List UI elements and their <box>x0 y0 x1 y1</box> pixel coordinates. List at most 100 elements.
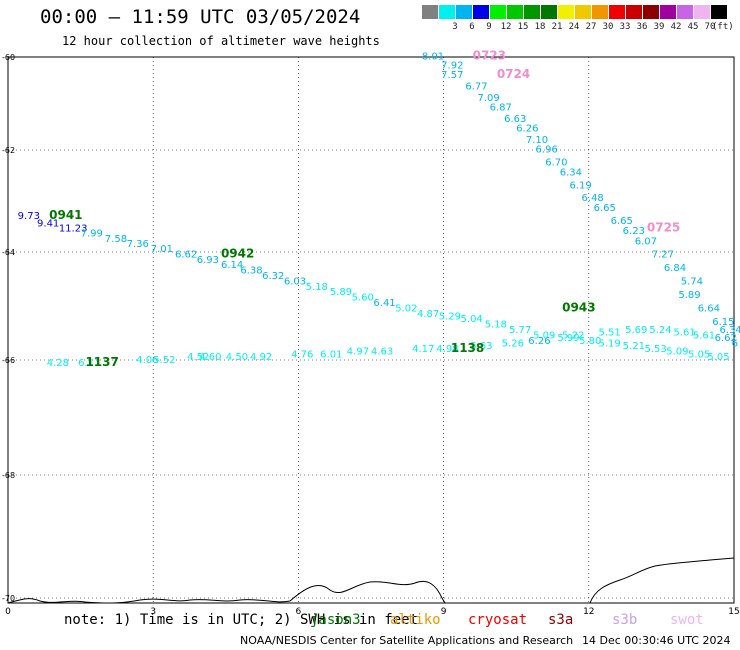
wave-height-value: 5.18 <box>485 320 507 331</box>
legend-swatch <box>558 5 574 19</box>
wave-height-value: 7.09 <box>477 93 499 104</box>
wave-height-value: 5.05 <box>707 352 729 363</box>
wave-height-value: 5.63 <box>470 341 492 352</box>
wave-height-value: 6.48 <box>582 193 604 204</box>
wave-height-value: 7.57 <box>441 70 463 81</box>
wave-height-value: 5.77 <box>509 325 531 336</box>
wave-height-value: 6.32 <box>262 271 284 282</box>
wave-height-value: 5.53 <box>644 344 666 355</box>
wave-height-value: 4.52 <box>187 352 209 363</box>
y-tick-label: -66 <box>2 356 15 365</box>
wave-height-value: 7.92 <box>441 61 463 72</box>
wave-height-value: 5.52 <box>153 355 175 366</box>
wave-height-value: 5.26 <box>502 339 524 350</box>
x-tick-label: 12 <box>583 607 594 617</box>
wave-height-value: 6.26 <box>528 336 550 347</box>
legend-swatch <box>592 5 608 19</box>
legend-label: 30 <box>602 22 614 32</box>
legend-swatch <box>660 5 676 19</box>
legend-swatch <box>422 5 438 19</box>
wave-height-value: 6.84 <box>664 263 686 274</box>
track-1137: 4.28 6.11 4.065.52 4.524.60 4.50 4.92 4.76 6.01… <box>47 325 737 369</box>
wave-height-value: 5.99 <box>557 333 579 344</box>
wave-height-value: 6 <box>732 339 738 350</box>
legend-swatch <box>694 5 710 19</box>
wave-height-value: 6.23 <box>623 226 645 237</box>
wave-height-value: 7.36 <box>127 239 149 250</box>
wave-height-value: 8.01 <box>422 51 444 62</box>
pass-time-label: 1138 <box>451 341 484 355</box>
wave-height-value: 6.34 <box>560 168 582 179</box>
pass-time-label: 0725 <box>647 221 680 235</box>
satellite-name: cryosat <box>468 612 528 628</box>
wave-height-value: 11.23 <box>59 224 88 235</box>
wave-height-value: 6.65 <box>594 203 616 214</box>
wave-height-value: 5.04 <box>461 314 483 325</box>
wave-height-value: 4.92 <box>250 352 272 363</box>
y-tick-label: -64 <box>2 248 15 257</box>
wave-height-value: 4.60 <box>199 352 221 363</box>
x-tick-label: 15 <box>728 607 739 617</box>
wave-height-value: 6.64 <box>698 303 720 314</box>
legend-label: 9 <box>486 22 492 32</box>
satellite-name: s3a <box>548 612 574 628</box>
wave-height-value: 6.41 <box>373 298 395 309</box>
coastline <box>7 557 735 604</box>
satellite-name: jason3 <box>310 612 361 628</box>
wave-height-value: 5.51 <box>598 328 620 339</box>
wave-height-value: 5.09 <box>666 347 688 358</box>
legend-swatch <box>456 5 472 19</box>
wave-height-value: 7.01 <box>151 244 173 255</box>
x-tick-label: 6 <box>296 607 302 617</box>
legend-swatch <box>626 5 642 19</box>
wave-height-value: 4.06 <box>136 355 158 366</box>
generated-time: 14 Dec 00:30:46 UTC 2024 <box>582 634 731 647</box>
wave-height-value: 6.19 <box>569 180 591 191</box>
wave-height-value: 4.98 <box>436 344 458 355</box>
legend-label: 6 <box>469 22 475 32</box>
antarctic-coastline <box>7 557 735 604</box>
legend-label: 33 <box>619 22 631 32</box>
y-tick-label: -68 <box>2 471 15 480</box>
legend-swatch <box>643 5 659 19</box>
wave-height-value: 7.99 <box>81 229 103 240</box>
wave-height-value: 6.03 <box>284 276 306 287</box>
x-tick-label: 0 <box>5 607 11 617</box>
wave-height-value: 5.60 <box>352 293 374 304</box>
wave-height-value: 6.26 <box>516 123 538 134</box>
legend-swatch <box>711 5 727 19</box>
wave-height-value: 7.10 <box>526 135 548 146</box>
credit-text: NOAA/NESDIS Center for Satellite Applica… <box>240 634 574 647</box>
altimeter-tracks: 8.017.927.576.777.096.876.636.267.106.96… <box>18 48 740 368</box>
wave-height-value: 5.69 <box>625 325 647 336</box>
wave-height-value: 5.22 <box>562 330 584 341</box>
pass-time-label: 0943 <box>562 300 595 314</box>
satellite-name: swot <box>670 612 704 628</box>
wave-height-value: 6.62 <box>715 333 737 344</box>
pass-time-label: 0942 <box>221 246 254 260</box>
legend-label: 42 <box>670 22 682 32</box>
satellite-name: altiko <box>390 612 441 628</box>
track-0723: 8.017.927.576.777.096.876.636.267.106.96… <box>422 48 740 349</box>
legend-swatch <box>541 5 557 19</box>
wave-height-value: 5.29 <box>439 312 461 323</box>
pass-time-label: 0724 <box>497 67 530 81</box>
wave-height-value: 6.63 <box>504 114 526 125</box>
x-tick-label: 3 <box>150 607 156 617</box>
legend-label: 18 <box>534 22 546 32</box>
plot-frame <box>7 56 735 604</box>
legend-label: 36 <box>636 22 648 32</box>
legend-swatch <box>524 5 540 19</box>
legend-swatch <box>439 5 455 19</box>
pass-time-label: 0723 <box>473 48 506 62</box>
wave-height-value: 5.21 <box>623 341 645 352</box>
wave-height-value: 4.76 <box>291 349 313 360</box>
wave-height-value: 6.14 <box>221 260 243 271</box>
legend-label: 27 <box>585 22 597 32</box>
legend-label: 45 <box>687 22 699 32</box>
wave-height-value: 7.27 <box>652 249 674 260</box>
wave-height-value: 6.96 <box>536 145 558 156</box>
legend-label: 12 <box>500 22 512 32</box>
wave-height-value: 4.50 <box>226 352 248 363</box>
